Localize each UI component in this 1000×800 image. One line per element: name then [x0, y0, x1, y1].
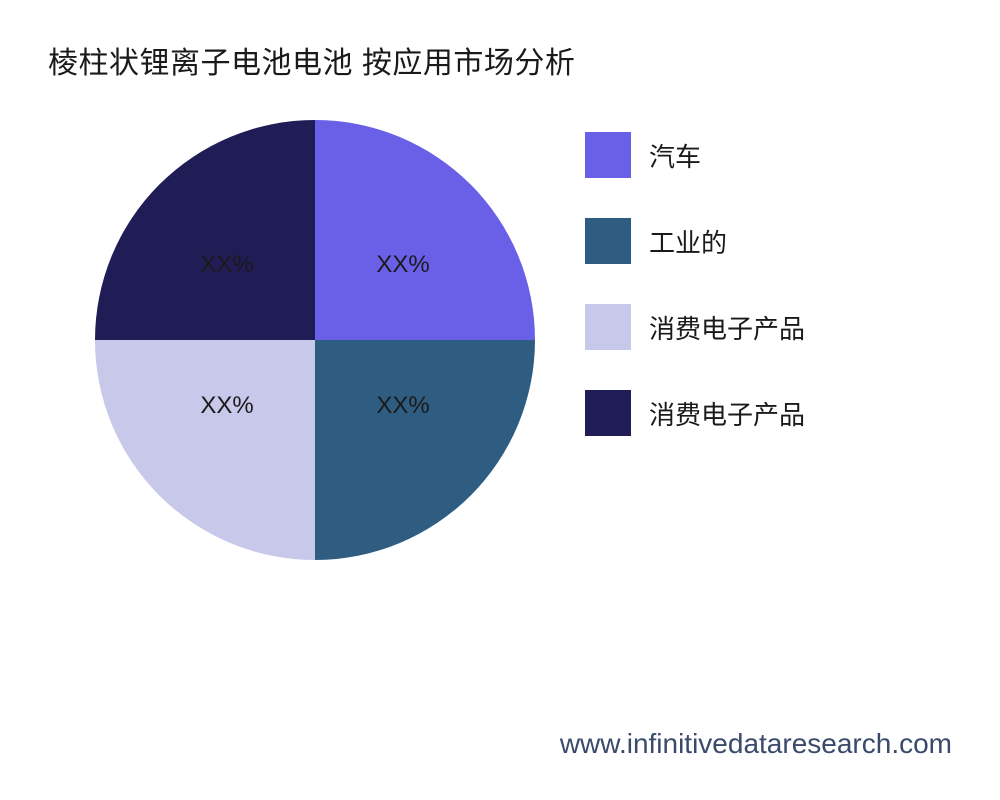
legend-item: 汽车	[585, 132, 805, 178]
legend-item: 消费电子产品	[585, 390, 805, 436]
pie-slice-label: XX%	[376, 251, 429, 279]
legend-label: 消费电子产品	[649, 309, 805, 346]
pie-slice-label: XX%	[376, 392, 429, 420]
legend-swatch	[585, 218, 631, 264]
pie-slice-label: XX%	[200, 251, 253, 279]
footer-link[interactable]: www.infinitivedataresearch.com	[560, 728, 952, 760]
legend-swatch	[585, 132, 631, 178]
pie-chart: XX% XX% XX% XX%	[95, 120, 535, 560]
legend-label: 汽车	[649, 137, 701, 174]
legend-label: 工业的	[649, 223, 727, 260]
legend-swatch	[585, 390, 631, 436]
legend-label: 消费电子产品	[649, 395, 805, 432]
chart-title: 棱柱状锂离子电池电池 按应用市场分析	[48, 38, 575, 82]
legend-item: 消费电子产品	[585, 304, 805, 350]
legend-item: 工业的	[585, 218, 805, 264]
legend-swatch	[585, 304, 631, 350]
legend: 汽车工业的消费电子产品消费电子产品	[585, 132, 805, 436]
pie-circle: XX% XX% XX% XX%	[95, 120, 535, 560]
pie-slice-label: XX%	[200, 392, 253, 420]
